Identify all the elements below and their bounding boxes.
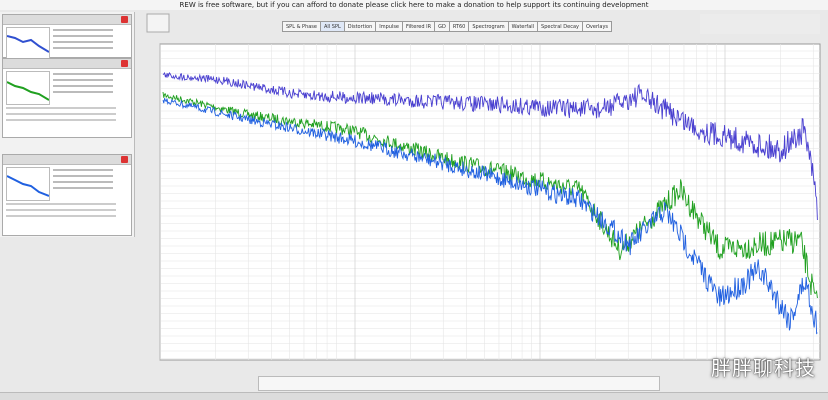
legend-bar — [258, 376, 660, 391]
response-trace — [162, 71, 818, 221]
graph-tabs: SPL & Phase All SPL Distortion Impulse Filte… — [282, 21, 613, 32]
measurement-panel — [0, 12, 135, 237]
response-trace — [162, 91, 818, 299]
watermark: 胖胖聊科技 — [711, 356, 816, 380]
status-bar — [0, 392, 828, 400]
measurement-card[interactable] — [2, 154, 132, 236]
plot-area — [159, 43, 821, 361]
response-trace — [162, 98, 818, 335]
toolbar-icons — [700, 14, 820, 34]
measurement-card[interactable] — [2, 14, 132, 61]
graph-tab[interactable]: Overlays — [581, 21, 613, 32]
measurement-card[interactable] — [2, 58, 132, 138]
donation-banner[interactable]: REW is free software, but if you can aff… — [0, 0, 828, 10]
measure-button[interactable] — [146, 13, 170, 33]
